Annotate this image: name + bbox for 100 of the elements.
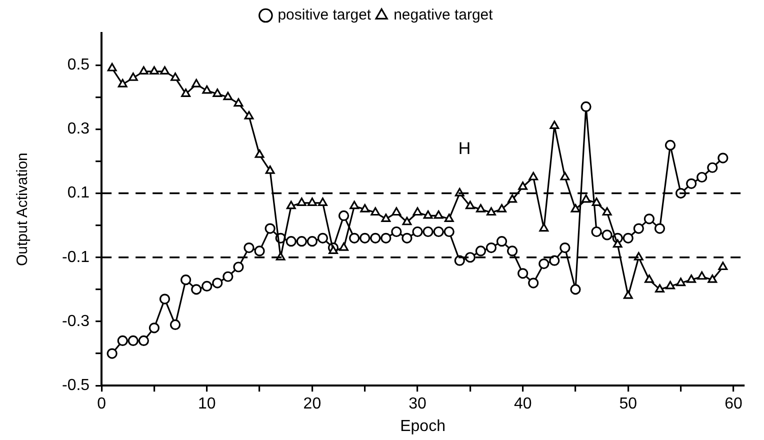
- point: [296, 198, 306, 206]
- legend-label: positive target: [278, 6, 372, 24]
- point: [233, 262, 244, 272]
- point: [138, 335, 149, 346]
- point: [317, 232, 328, 244]
- x-tick-label: 40: [514, 396, 532, 413]
- point: [696, 172, 708, 183]
- point: [286, 236, 296, 247]
- point: [497, 204, 506, 212]
- point: [539, 223, 549, 232]
- point: [570, 284, 581, 295]
- point: [338, 210, 350, 222]
- point: [212, 278, 223, 288]
- point: [612, 239, 622, 248]
- point: [402, 216, 412, 226]
- point: [412, 207, 422, 216]
- point: [202, 85, 212, 94]
- point: [412, 226, 423, 238]
- point: [686, 274, 696, 283]
- point: [486, 242, 497, 254]
- x-tick-label: 60: [724, 396, 742, 413]
- point: [106, 348, 118, 359]
- point: [664, 140, 676, 150]
- point: [623, 290, 633, 299]
- point: [475, 246, 486, 256]
- legend-label: negative target: [394, 6, 494, 24]
- point: [560, 172, 570, 180]
- point: [434, 210, 444, 219]
- point: [655, 284, 664, 292]
- point: [422, 226, 434, 238]
- point: [286, 200, 296, 210]
- annotation: H: [458, 139, 471, 158]
- point: [528, 278, 539, 288]
- point: [349, 232, 360, 244]
- point: [654, 223, 666, 234]
- point: [318, 198, 328, 206]
- point: [570, 204, 580, 212]
- point: [160, 66, 170, 75]
- point: [538, 258, 550, 270]
- point: [560, 242, 570, 254]
- point: [622, 232, 634, 244]
- point: [633, 223, 644, 234]
- point: [159, 294, 170, 304]
- point: [518, 182, 528, 190]
- point: [370, 232, 381, 244]
- point: [370, 207, 380, 216]
- point: [644, 214, 655, 224]
- point: [444, 214, 454, 222]
- point: [223, 92, 233, 100]
- point: [580, 101, 592, 112]
- point: [192, 78, 202, 88]
- x-axis-title: Epoch: [400, 418, 446, 435]
- point: [381, 214, 391, 222]
- point: [107, 62, 117, 72]
- point: [170, 319, 181, 330]
- point: [708, 274, 718, 283]
- point: [433, 226, 444, 238]
- point: [528, 172, 538, 180]
- point: [581, 194, 591, 203]
- point: [402, 232, 412, 244]
- point: [444, 226, 454, 238]
- x-tick-label: 30: [408, 396, 427, 413]
- point: [148, 322, 160, 334]
- point: [676, 278, 686, 286]
- point: [465, 200, 475, 210]
- x-tick-label: 0: [97, 396, 106, 413]
- point: [718, 262, 728, 270]
- point: [592, 198, 602, 206]
- point: [476, 204, 486, 212]
- point: [254, 246, 265, 256]
- point: [139, 66, 148, 75]
- point: [602, 230, 612, 240]
- point: [550, 120, 560, 130]
- point: [128, 72, 138, 81]
- x-tick-label: 50: [619, 396, 638, 413]
- point: [508, 194, 517, 203]
- point: [507, 246, 518, 256]
- point: [423, 210, 433, 219]
- point: [118, 78, 128, 88]
- point: [265, 166, 275, 174]
- point: [496, 236, 508, 247]
- point: [380, 232, 392, 244]
- point: [191, 284, 202, 295]
- point: [244, 111, 254, 120]
- point: [128, 335, 138, 346]
- point: [254, 150, 264, 158]
- point: [718, 152, 728, 164]
- y-tick-label: 0.5: [67, 56, 90, 74]
- point: [350, 200, 360, 210]
- point: [202, 280, 212, 292]
- point: [686, 178, 697, 189]
- point: [392, 207, 402, 216]
- point: [644, 274, 654, 283]
- x-tick-label: 20: [303, 396, 322, 413]
- point: [264, 223, 276, 234]
- point: [212, 88, 222, 97]
- point: [222, 271, 234, 282]
- point: [549, 255, 560, 266]
- point: [244, 242, 254, 254]
- point: [308, 198, 317, 206]
